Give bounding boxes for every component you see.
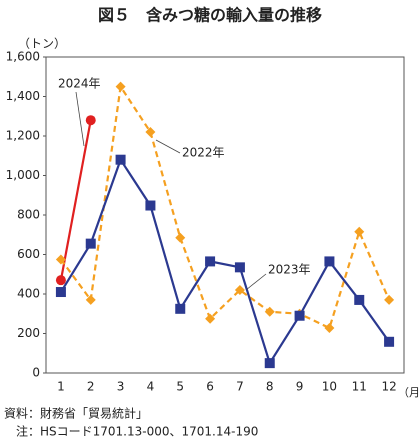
point xyxy=(115,154,126,165)
y-tick-label: 1,600 xyxy=(6,50,40,64)
point xyxy=(324,322,335,333)
y-tick-label: 800 xyxy=(17,208,40,222)
y-tick-label: 1,000 xyxy=(6,168,40,182)
point xyxy=(85,115,96,126)
series-line xyxy=(59,119,92,281)
point xyxy=(175,303,186,314)
series-line xyxy=(59,157,390,366)
point xyxy=(55,287,66,298)
point xyxy=(354,294,365,305)
point xyxy=(205,313,216,324)
x-tick-label: 10 xyxy=(322,380,337,394)
point xyxy=(115,81,126,92)
x-tick-label: 7 xyxy=(236,380,244,394)
plot-frame xyxy=(45,56,405,374)
series-label: 2022年 xyxy=(182,146,225,160)
series-label: 2024年 xyxy=(58,77,101,91)
y-tick-label: 1,200 xyxy=(6,129,40,143)
point xyxy=(294,310,305,321)
x-tick-label: 8 xyxy=(266,380,274,394)
point xyxy=(264,306,275,317)
x-tick-label: 11 xyxy=(352,380,367,394)
point xyxy=(354,226,365,237)
y-tick-label: 1,400 xyxy=(6,89,40,103)
x-tick-label: 12 xyxy=(381,380,396,394)
point xyxy=(145,200,156,211)
y-axis-label: （トン） xyxy=(18,37,66,51)
point xyxy=(145,127,156,138)
point xyxy=(234,285,245,296)
y-tick-label: 600 xyxy=(17,247,40,261)
series-label: 2023年 xyxy=(268,263,311,277)
x-tick-label: 2 xyxy=(87,380,95,394)
x-tick-label: 9 xyxy=(296,380,304,394)
y-tick-label: 200 xyxy=(17,326,40,340)
x-tick-label: 1 xyxy=(57,380,65,394)
y-tick-label: 0 xyxy=(32,366,40,380)
x-axis-label: （月） xyxy=(398,386,420,399)
point xyxy=(55,275,66,286)
point xyxy=(384,294,395,305)
chart-title: 図５ 含みつ糖の輸入量の推移 xyxy=(98,6,322,25)
y-tick-label: 400 xyxy=(17,287,40,301)
point xyxy=(384,336,395,347)
point xyxy=(175,232,186,243)
x-tick-label: 5 xyxy=(176,380,184,394)
point xyxy=(324,256,335,267)
x-tick-label: 6 xyxy=(206,380,214,394)
leader-line xyxy=(155,139,181,154)
point xyxy=(85,238,96,249)
note: 注：HSコード1701.13-000、1701.14-190 xyxy=(16,424,258,439)
point xyxy=(205,256,216,267)
point xyxy=(264,358,275,369)
point xyxy=(85,294,96,305)
point xyxy=(55,254,66,265)
point xyxy=(234,262,245,273)
leader-line xyxy=(75,91,85,147)
x-tick-label: 4 xyxy=(147,380,155,394)
leader-line xyxy=(245,273,267,291)
series-line xyxy=(60,83,391,330)
x-tick-label: 3 xyxy=(117,380,125,394)
source-note: 資料：財務省「貿易統計」 xyxy=(4,406,148,421)
